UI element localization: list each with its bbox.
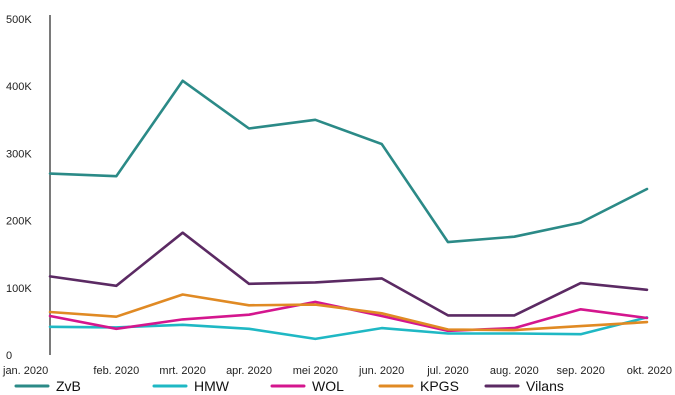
x-tick-label: jun. 2020 xyxy=(358,365,404,377)
x-tick-label: apr. 2020 xyxy=(226,365,272,377)
x-tick-label: aug. 2020 xyxy=(490,365,539,377)
series-line-hmw xyxy=(48,316,649,341)
legend-item-zvb: ZvB xyxy=(14,378,81,394)
y-tick-label: 300K xyxy=(6,148,32,160)
x-tick-label: mrt. 2020 xyxy=(159,365,205,377)
x-tick-label: okt. 2020 xyxy=(627,365,672,377)
y-tick-label: 500K xyxy=(6,14,32,26)
legend-label: WOL xyxy=(312,378,344,394)
x-axis: jan. 2020 feb. 2020 mrt. 2020 apr. 2020 mei … xyxy=(2,365,672,377)
x-tick-label: mei 2020 xyxy=(293,365,338,377)
x-tick-label: jul. 2020 xyxy=(426,365,469,377)
legend-item-hmw: HMW xyxy=(152,378,230,394)
legend: ZvB HMW WOL KPGS Vilans xyxy=(14,378,564,394)
series-line-vilans xyxy=(48,231,649,317)
series-line-zvb xyxy=(48,79,649,244)
y-tick-label: 0 xyxy=(6,350,12,362)
legend-label: KPGS xyxy=(420,378,459,394)
legend-item-vilans: Vilans xyxy=(484,378,564,394)
y-tick-label: 400K xyxy=(6,81,32,93)
y-tick-label: 100K xyxy=(6,283,32,295)
series-line-kpgs xyxy=(48,293,649,332)
legend-item-wol: WOL xyxy=(270,378,344,394)
series-lines xyxy=(48,79,649,341)
x-tick-label: jan. 2020 xyxy=(2,365,48,377)
x-tick-label: feb. 2020 xyxy=(93,365,139,377)
legend-label: Vilans xyxy=(526,378,564,394)
legend-label: ZvB xyxy=(56,378,81,394)
y-tick-label: 200K xyxy=(6,216,32,228)
x-tick-label: sep. 2020 xyxy=(557,365,605,377)
legend-label: HMW xyxy=(194,378,230,394)
y-axis: 0 100K 200K 300K 400K 500K xyxy=(6,14,51,362)
legend-item-kpgs: KPGS xyxy=(378,378,459,394)
